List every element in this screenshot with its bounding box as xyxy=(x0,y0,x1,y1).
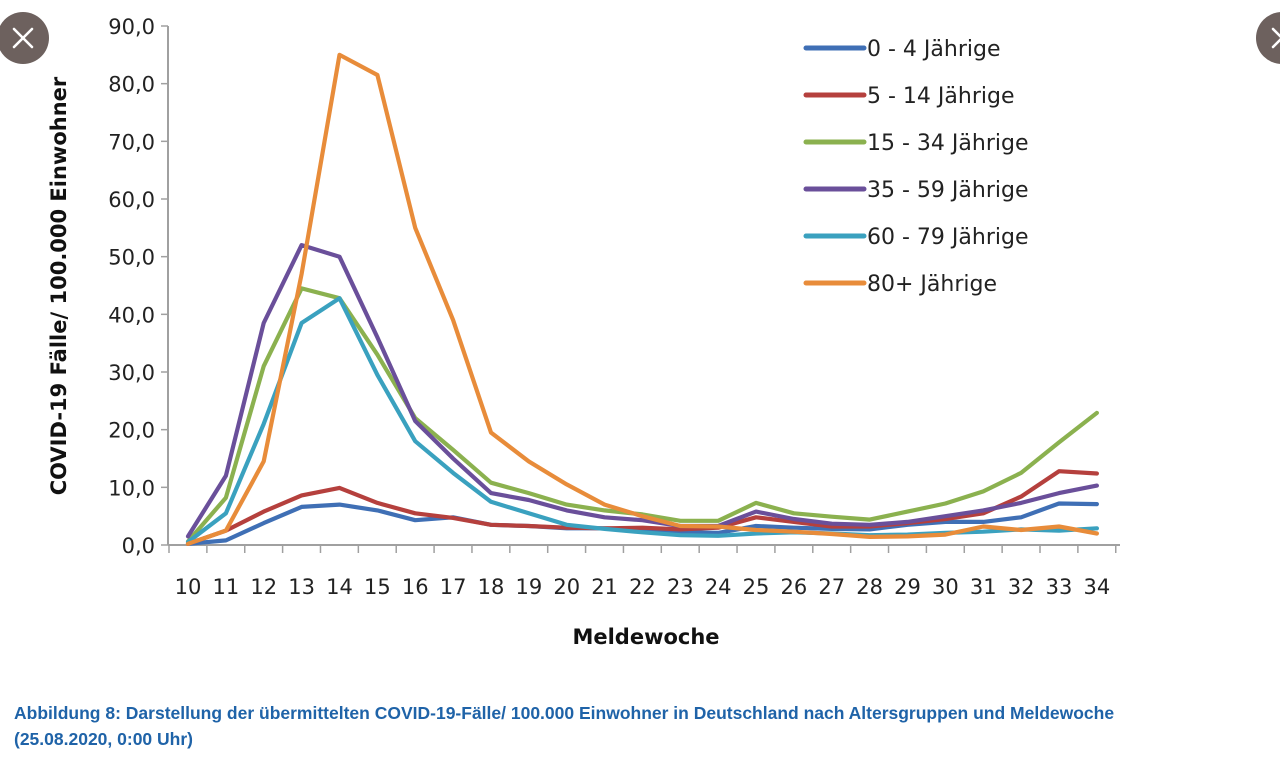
close-icon xyxy=(12,27,34,49)
x-axis: 10 11 12 13 14 15 16 17 18 19 20 21 22 23 24 25 26 27 28 29… xyxy=(168,544,1120,599)
x-tick-label: 31 xyxy=(970,575,997,599)
legend-item: 60 - 79 Jährige xyxy=(803,225,1028,250)
x-tick-label: 17 xyxy=(440,575,467,599)
x-tick-label: 34 xyxy=(1084,575,1111,599)
x-tick-label: 14 xyxy=(326,575,353,599)
legend: 0 - 4 Jährige 5 - 14 Jährige 15 - 34 Jähri… xyxy=(803,37,1028,297)
legend-label: 35 - 59 Jährige xyxy=(867,178,1028,203)
y-axis-title: COVID-19 Fälle/ 100.000 Einwohner xyxy=(47,76,71,495)
x-tick-label: 28 xyxy=(856,575,883,599)
caption-line-1: Abbildung 8: Darstellung der übermittelt… xyxy=(14,703,1115,723)
legend-item: 35 - 59 Jährige xyxy=(803,178,1028,203)
x-tick-label: 30 xyxy=(932,575,959,599)
y-tick-label: 90,0 xyxy=(108,15,155,39)
x-axis-title: Meldewoche xyxy=(572,625,719,649)
x-tick-label: 21 xyxy=(591,575,618,599)
y-tick-label: 20,0 xyxy=(108,419,155,443)
y-tick-label: 60,0 xyxy=(108,188,155,212)
figure-caption: Abbildung 8: Darstellung der übermittelt… xyxy=(14,700,1274,752)
x-tick-label: 23 xyxy=(667,575,694,599)
x-tick-label: 19 xyxy=(515,575,542,599)
y-tick-label: 0,0 xyxy=(122,534,155,558)
x-tick-label: 29 xyxy=(894,575,921,599)
series-line-0 xyxy=(185,501,1100,546)
line-chart: 0,010,020,030,040,050,060,070,080,090,0 … xyxy=(47,15,1120,649)
x-tick-label: 15 xyxy=(364,575,391,599)
series-lines xyxy=(185,52,1100,546)
x-tick-label: 18 xyxy=(478,575,505,599)
y-tick-label: 40,0 xyxy=(108,303,155,327)
y-axis: 0,0 10,0 20,0 30,0 40,0 50,0 60,0 70,0 80,0 90,0 xyxy=(108,15,169,558)
legend-label: 15 - 34 Jährige xyxy=(867,131,1028,156)
y-tick-label: 80,0 xyxy=(108,73,155,97)
legend-item: 80+ Jährige xyxy=(803,272,997,297)
y-tick-label: 10,0 xyxy=(108,476,155,500)
close-button-right[interactable] xyxy=(1256,12,1280,64)
y-tick-label: 30,0 xyxy=(108,361,155,385)
legend-label: 5 - 14 Jährige xyxy=(867,84,1014,109)
series-line-3 xyxy=(185,243,1100,539)
close-icon xyxy=(1271,27,1280,49)
x-tick-label: 10 xyxy=(175,575,202,599)
series-line-1 xyxy=(185,469,1100,546)
y-tick-label: 70,0 xyxy=(108,130,155,154)
legend-label: 60 - 79 Jährige xyxy=(867,225,1028,250)
legend-item: 5 - 14 Jährige xyxy=(803,84,1014,109)
x-tick-label: 13 xyxy=(288,575,315,599)
series-line-5 xyxy=(185,52,1100,546)
x-tick-label: 11 xyxy=(213,575,240,599)
x-tick-label: 26 xyxy=(781,575,808,599)
x-tick-label: 25 xyxy=(743,575,770,599)
x-tick-label: 33 xyxy=(1046,575,1073,599)
x-tick-label: 20 xyxy=(553,575,580,599)
legend-item: 0 - 4 Jährige xyxy=(803,37,1000,62)
legend-label: 0 - 4 Jährige xyxy=(867,37,1000,62)
x-tick-label: 27 xyxy=(818,575,845,599)
legend-item: 15 - 34 Jährige xyxy=(803,131,1028,156)
caption-line-2: (25.08.2020, 0:00 Uhr) xyxy=(14,729,193,749)
x-tick-label: 16 xyxy=(402,575,429,599)
x-tick-label: 24 xyxy=(705,575,732,599)
legend-label: 80+ Jährige xyxy=(867,272,997,297)
x-tick-label: 12 xyxy=(250,575,277,599)
x-tick-label: 22 xyxy=(629,575,656,599)
y-tick-label: 50,0 xyxy=(108,246,155,270)
close-button-left[interactable] xyxy=(0,12,49,64)
x-tick-label: 32 xyxy=(1008,575,1035,599)
